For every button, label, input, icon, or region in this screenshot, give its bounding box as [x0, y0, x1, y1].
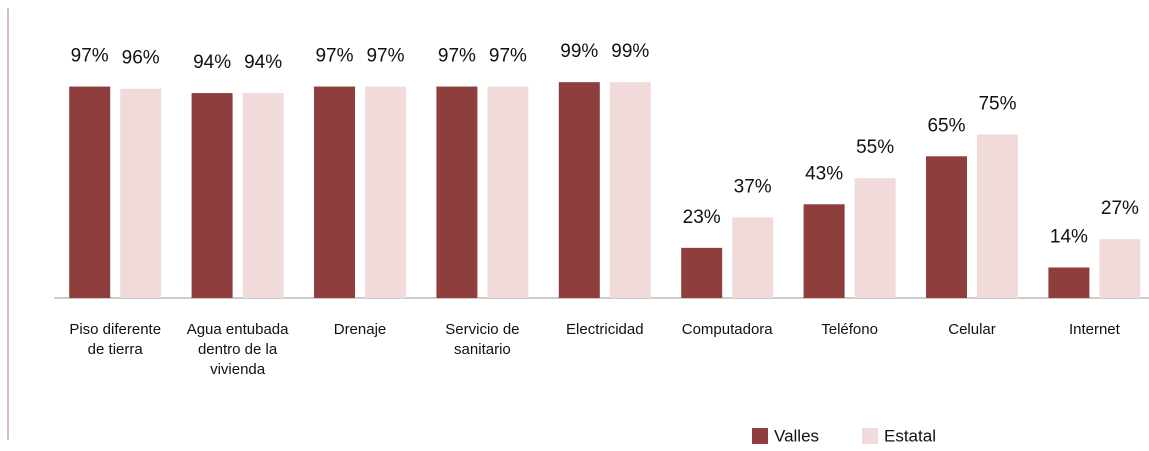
bar: [803, 204, 845, 298]
x-tick-label: sanitario: [454, 341, 511, 358]
bar: [314, 86, 355, 298]
x-tick-label: dentro de la: [198, 341, 278, 358]
data-label: 97%: [315, 46, 353, 67]
bar: [191, 93, 233, 298]
bar: [69, 86, 111, 298]
data-label: 97%: [366, 46, 404, 67]
bar: [242, 93, 284, 298]
x-tick-label: Teléfono: [821, 321, 878, 338]
bar: [609, 82, 651, 299]
x-tick-label: Celular: [948, 321, 996, 338]
legend-swatch: [752, 428, 768, 444]
data-label: 99%: [611, 41, 649, 62]
bar: [365, 86, 406, 298]
data-label: 97%: [489, 46, 527, 67]
data-label: 27%: [1101, 198, 1139, 219]
bar: [926, 156, 967, 298]
legend-swatch: [862, 428, 878, 444]
bar: [854, 178, 896, 298]
data-label: 75%: [978, 94, 1016, 115]
bar: [487, 86, 529, 298]
bar: [681, 247, 723, 298]
x-tick-label: Servicio de: [445, 321, 519, 338]
x-tick-label: Electricidad: [566, 321, 644, 338]
bar: [977, 134, 1018, 298]
legend-label: Estatal: [884, 426, 936, 445]
data-label: 97%: [71, 46, 109, 67]
bar: [732, 217, 774, 298]
data-label: 23%: [683, 207, 721, 228]
x-tick-label: vivienda: [210, 361, 266, 378]
data-label: 55%: [856, 137, 894, 158]
legend-label: Valles: [774, 426, 819, 445]
data-label: 99%: [560, 41, 598, 62]
data-label: 94%: [193, 52, 231, 73]
data-label: 14%: [1050, 226, 1088, 247]
data-label: 65%: [927, 115, 965, 136]
x-tick-label: de tierra: [88, 341, 144, 358]
data-label: 94%: [244, 52, 282, 73]
bar: [558, 82, 600, 299]
x-tick-label: Piso diferente: [69, 321, 161, 338]
x-tick-label: Agua entubada: [187, 321, 289, 338]
data-label: 97%: [438, 46, 476, 67]
bar: [436, 86, 478, 298]
bar: [1048, 267, 1090, 298]
x-tick-label: Computadora: [682, 321, 774, 338]
data-label: 37%: [734, 176, 772, 197]
bar: [120, 88, 162, 298]
data-label: 96%: [122, 48, 160, 69]
bar: [1099, 239, 1141, 298]
x-tick-label: Internet: [1069, 321, 1121, 338]
data-label: 43%: [805, 163, 843, 184]
x-tick-label: Drenaje: [334, 321, 387, 338]
